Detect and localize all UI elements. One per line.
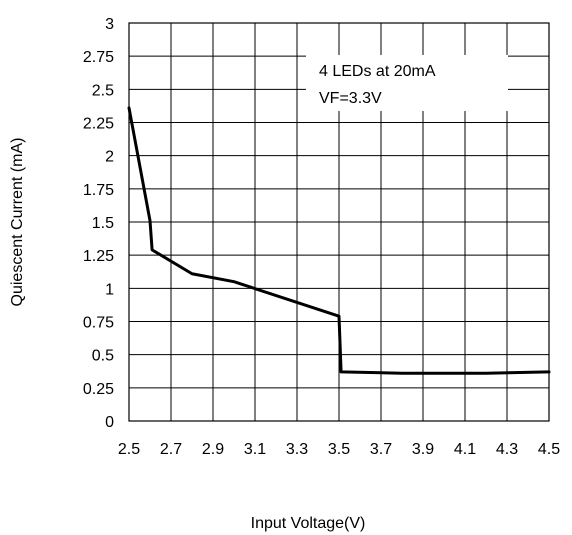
y-tick-label: 2 [105,149,114,166]
annotation-background [306,55,508,111]
x-tick-label: 2.5 [118,441,140,458]
annotation-line-1: 4 LEDs at 20mA [319,63,436,80]
y-tick-label: 0.25 [83,381,114,398]
ticks: 2.5 2.7 2.9 3.1 3.3 3.5 3.7 3.9 4.1 4.3 4.5 0 0.25 0.… [83,16,560,458]
x-tick-label: 4.5 [538,441,560,458]
x-tick-label: 3.3 [286,441,308,458]
x-tick-label: 3.5 [328,441,350,458]
x-tick-label: 4.1 [454,441,476,458]
series-line [127,106,551,375]
y-tick-label: 2.75 [83,49,114,66]
y-tick-label: 1 [105,281,114,298]
y-tick-label: 2.5 [92,82,114,99]
x-tick-label: 4.3 [496,441,518,458]
x-tick-label: 3.9 [412,441,434,458]
y-tick-label: 0.75 [83,315,114,332]
y-axis-title: Quiescent Current (mA) [9,138,26,307]
x-tick-label: 3.7 [370,441,392,458]
plot-frame [128,22,550,422]
x-axis-title: Input Voltage(V) [251,515,366,532]
y-tick-label: 1.75 [83,182,114,199]
x-tick-label: 2.9 [202,441,224,458]
y-tick-label: 1.5 [92,215,114,232]
y-tick-label: 1.25 [83,248,114,265]
y-tick-label: 0.5 [92,348,114,365]
x-tick-label: 2.7 [160,441,182,458]
series [127,106,551,375]
annotation-box: 4 LEDs at 20mA VF=3.3V [306,55,508,111]
y-tick-label: 2.25 [83,116,114,133]
annotation-line-2: VF=3.3V [319,90,382,107]
y-tick-label: 0 [105,414,114,431]
y-tick-label: 3 [105,16,114,33]
x-tick-label: 3.1 [244,441,266,458]
